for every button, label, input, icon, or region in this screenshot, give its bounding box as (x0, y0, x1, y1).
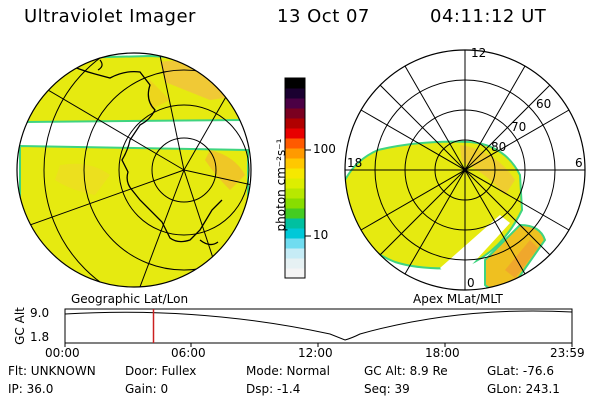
colorbar-segment (285, 138, 305, 149)
colorbar-segment (285, 268, 305, 279)
colorbar-segment (285, 238, 305, 249)
mlt-label-6: 6 (575, 156, 583, 170)
info-flt: Flt: UNKNOWN (8, 364, 96, 378)
colorbar-segment (285, 148, 305, 159)
altitude-xtick-1800: 18:00 (425, 346, 460, 360)
geographic-map-label: Geographic Lat/Lon (71, 292, 189, 306)
observation-date: 13 Oct 07 (277, 6, 370, 27)
colorbar-segment (285, 98, 305, 109)
info-ip: IP: 36.0 (8, 382, 54, 396)
colorbar-segment (285, 198, 305, 209)
colorbar-tick-100: 100 (313, 142, 336, 156)
colorbar-segment (285, 218, 305, 229)
colorbar-segment (285, 158, 305, 169)
colorbar-segment (285, 128, 305, 139)
colorbar-segment (285, 78, 305, 89)
altitude-ytick-high: 9.0 (30, 306, 50, 320)
mlat-label-80: 80 (491, 140, 507, 154)
info-glon: GLon: 243.1 (487, 382, 560, 396)
colorbar (284, 77, 311, 279)
apex-map-label: Apex MLat/MLT (413, 292, 503, 306)
mlt-label-18: 18 (347, 156, 363, 170)
altitude-ylabel: GC Alt (13, 307, 27, 345)
colorbar-segment (285, 88, 305, 99)
colorbar-segment (285, 108, 305, 119)
instrument-title: Ultraviolet Imager (24, 6, 196, 27)
info-seq: Seq: 39 (364, 382, 410, 396)
info-glat: GLat: -76.6 (487, 364, 554, 378)
info-gc-alt: GC Alt: 8.9 Re (364, 364, 448, 378)
mlat-label-60: 60 (536, 97, 552, 111)
altitude-plot (64, 308, 573, 347)
info-gain: Gain: 0 (125, 382, 169, 396)
colorbar-segment (285, 178, 305, 189)
mlt-label-12: 12 (471, 46, 487, 60)
colorbar-segment (285, 228, 305, 239)
colorbar-segment (285, 168, 305, 179)
apex-mlat-mlt-map (344, 49, 586, 291)
colorbar-segment (285, 118, 305, 129)
geographic-image-map (16, 52, 252, 288)
colorbar-segment (285, 258, 305, 269)
altitude-xtick-0000: 00:00 (45, 346, 80, 360)
info-mode: Mode: Normal (246, 364, 330, 378)
altitude-ytick-low: 1.8 (30, 330, 50, 344)
colorbar-tick-10: 10 (313, 228, 329, 242)
colorbar-segment (285, 208, 305, 219)
altitude-xtick-1200: 12:00 (298, 346, 333, 360)
altitude-xtick-2359: 23:59 (550, 346, 585, 360)
mlat-label-70: 70 (511, 120, 527, 134)
altitude-xtick-0600: 06:00 (171, 346, 206, 360)
info-door: Door: Fullex (125, 364, 197, 378)
colorbar-segment (285, 248, 305, 259)
observation-time: 04:11:12 UT (430, 6, 547, 27)
info-dsp: Dsp: -1.4 (246, 382, 301, 396)
colorbar-segment (285, 188, 305, 199)
colorbar-unit-label: photon cm⁻²s⁻¹ (274, 138, 288, 232)
mlt-label-0: 0 (467, 276, 475, 290)
